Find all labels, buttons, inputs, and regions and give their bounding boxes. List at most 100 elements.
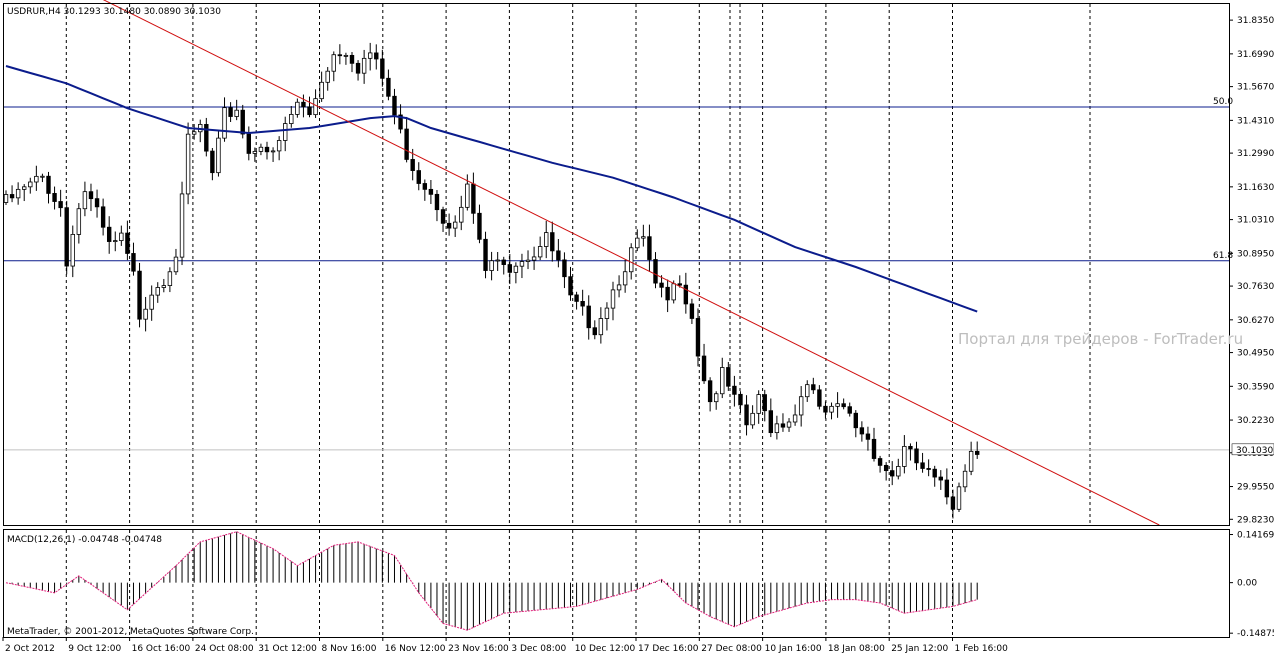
candle [422, 179, 428, 201]
price-label: 29.8230 [1237, 515, 1274, 525]
candle [149, 285, 154, 321]
candle-body [46, 175, 51, 194]
candle-body [264, 146, 270, 153]
candle [926, 459, 931, 477]
candlestick-series [3, 42, 980, 519]
candle [531, 246, 537, 270]
candle [216, 130, 221, 177]
candle [962, 464, 968, 493]
price-label: 30.8950 [1237, 249, 1274, 259]
candle-body [768, 410, 774, 434]
candle-body [707, 380, 713, 403]
candle-body [586, 305, 591, 329]
candle [829, 402, 834, 420]
candle [40, 173, 45, 183]
candle [361, 49, 367, 84]
candle-body [537, 246, 543, 258]
candle [119, 225, 124, 246]
candle [701, 343, 707, 384]
macd-histogram [11, 531, 978, 631]
fibo-level-label: 61.8 [1213, 251, 1233, 261]
candle-body [410, 159, 415, 171]
candle [629, 243, 634, 280]
candle [707, 377, 713, 412]
candle-body [902, 445, 907, 467]
candle [665, 279, 670, 313]
candle [204, 117, 209, 157]
candle [3, 190, 9, 206]
candle-body [653, 259, 658, 284]
candle-body [392, 95, 397, 116]
candle [519, 253, 525, 279]
candle-body [64, 207, 69, 267]
candle-body [465, 183, 470, 208]
candle-body [920, 462, 925, 469]
time-label: 3 Dec 08:00 [511, 644, 566, 654]
candle-body [562, 259, 567, 278]
candle-body [550, 232, 555, 252]
candle-body [841, 403, 846, 408]
candle-body [811, 384, 816, 391]
candle [349, 52, 355, 73]
candle [774, 415, 780, 440]
candle-body [234, 109, 239, 117]
price-label: 31.0310 [1237, 216, 1274, 226]
candle [647, 224, 652, 272]
candle-body [513, 265, 519, 273]
candle [713, 391, 719, 410]
candle [64, 200, 69, 275]
current-price-label: 30.1030 [1236, 446, 1273, 456]
candle-body [683, 284, 689, 305]
candle-body [210, 150, 215, 174]
candle [46, 171, 51, 204]
candle [847, 402, 852, 417]
candle [756, 390, 761, 424]
candle-body [962, 470, 968, 488]
candle [222, 97, 227, 142]
candle-body [76, 208, 82, 235]
candle [750, 405, 755, 429]
current-price-tag-bg [1231, 443, 1274, 456]
candle [562, 252, 567, 289]
candle [932, 465, 937, 487]
trendline[interactable] [97, 0, 1160, 526]
candle [871, 427, 877, 462]
candle [513, 262, 519, 284]
candle [125, 220, 130, 261]
candle [902, 435, 907, 474]
candle [592, 320, 597, 340]
candle-body [100, 206, 106, 228]
candle [890, 461, 895, 486]
candle-body [276, 140, 282, 152]
candle [877, 455, 883, 473]
price-label: 30.2230 [1237, 416, 1274, 426]
candle-body [896, 466, 901, 477]
candle [94, 189, 100, 218]
candle-body [890, 470, 895, 477]
candle [459, 195, 464, 231]
time-label: 2 Oct 2012 [5, 644, 55, 654]
candle-body [835, 403, 840, 407]
candle-body [143, 308, 148, 320]
candle-body [914, 448, 919, 464]
candle-body [665, 286, 670, 301]
candle-body [301, 101, 306, 108]
candle [744, 395, 749, 436]
candle-body [137, 270, 142, 320]
macd-label: 0.00 [1237, 579, 1257, 589]
candle [319, 71, 324, 102]
candle-body [361, 57, 367, 74]
candle-body [349, 54, 355, 64]
candle [343, 52, 349, 65]
candle-body [179, 193, 185, 258]
candle-body [106, 226, 112, 242]
candle [386, 69, 391, 101]
candle-body [9, 194, 15, 199]
candle [374, 44, 379, 70]
candle [683, 272, 689, 314]
candle [689, 298, 695, 324]
candle-body [805, 384, 810, 398]
candle [556, 239, 561, 268]
